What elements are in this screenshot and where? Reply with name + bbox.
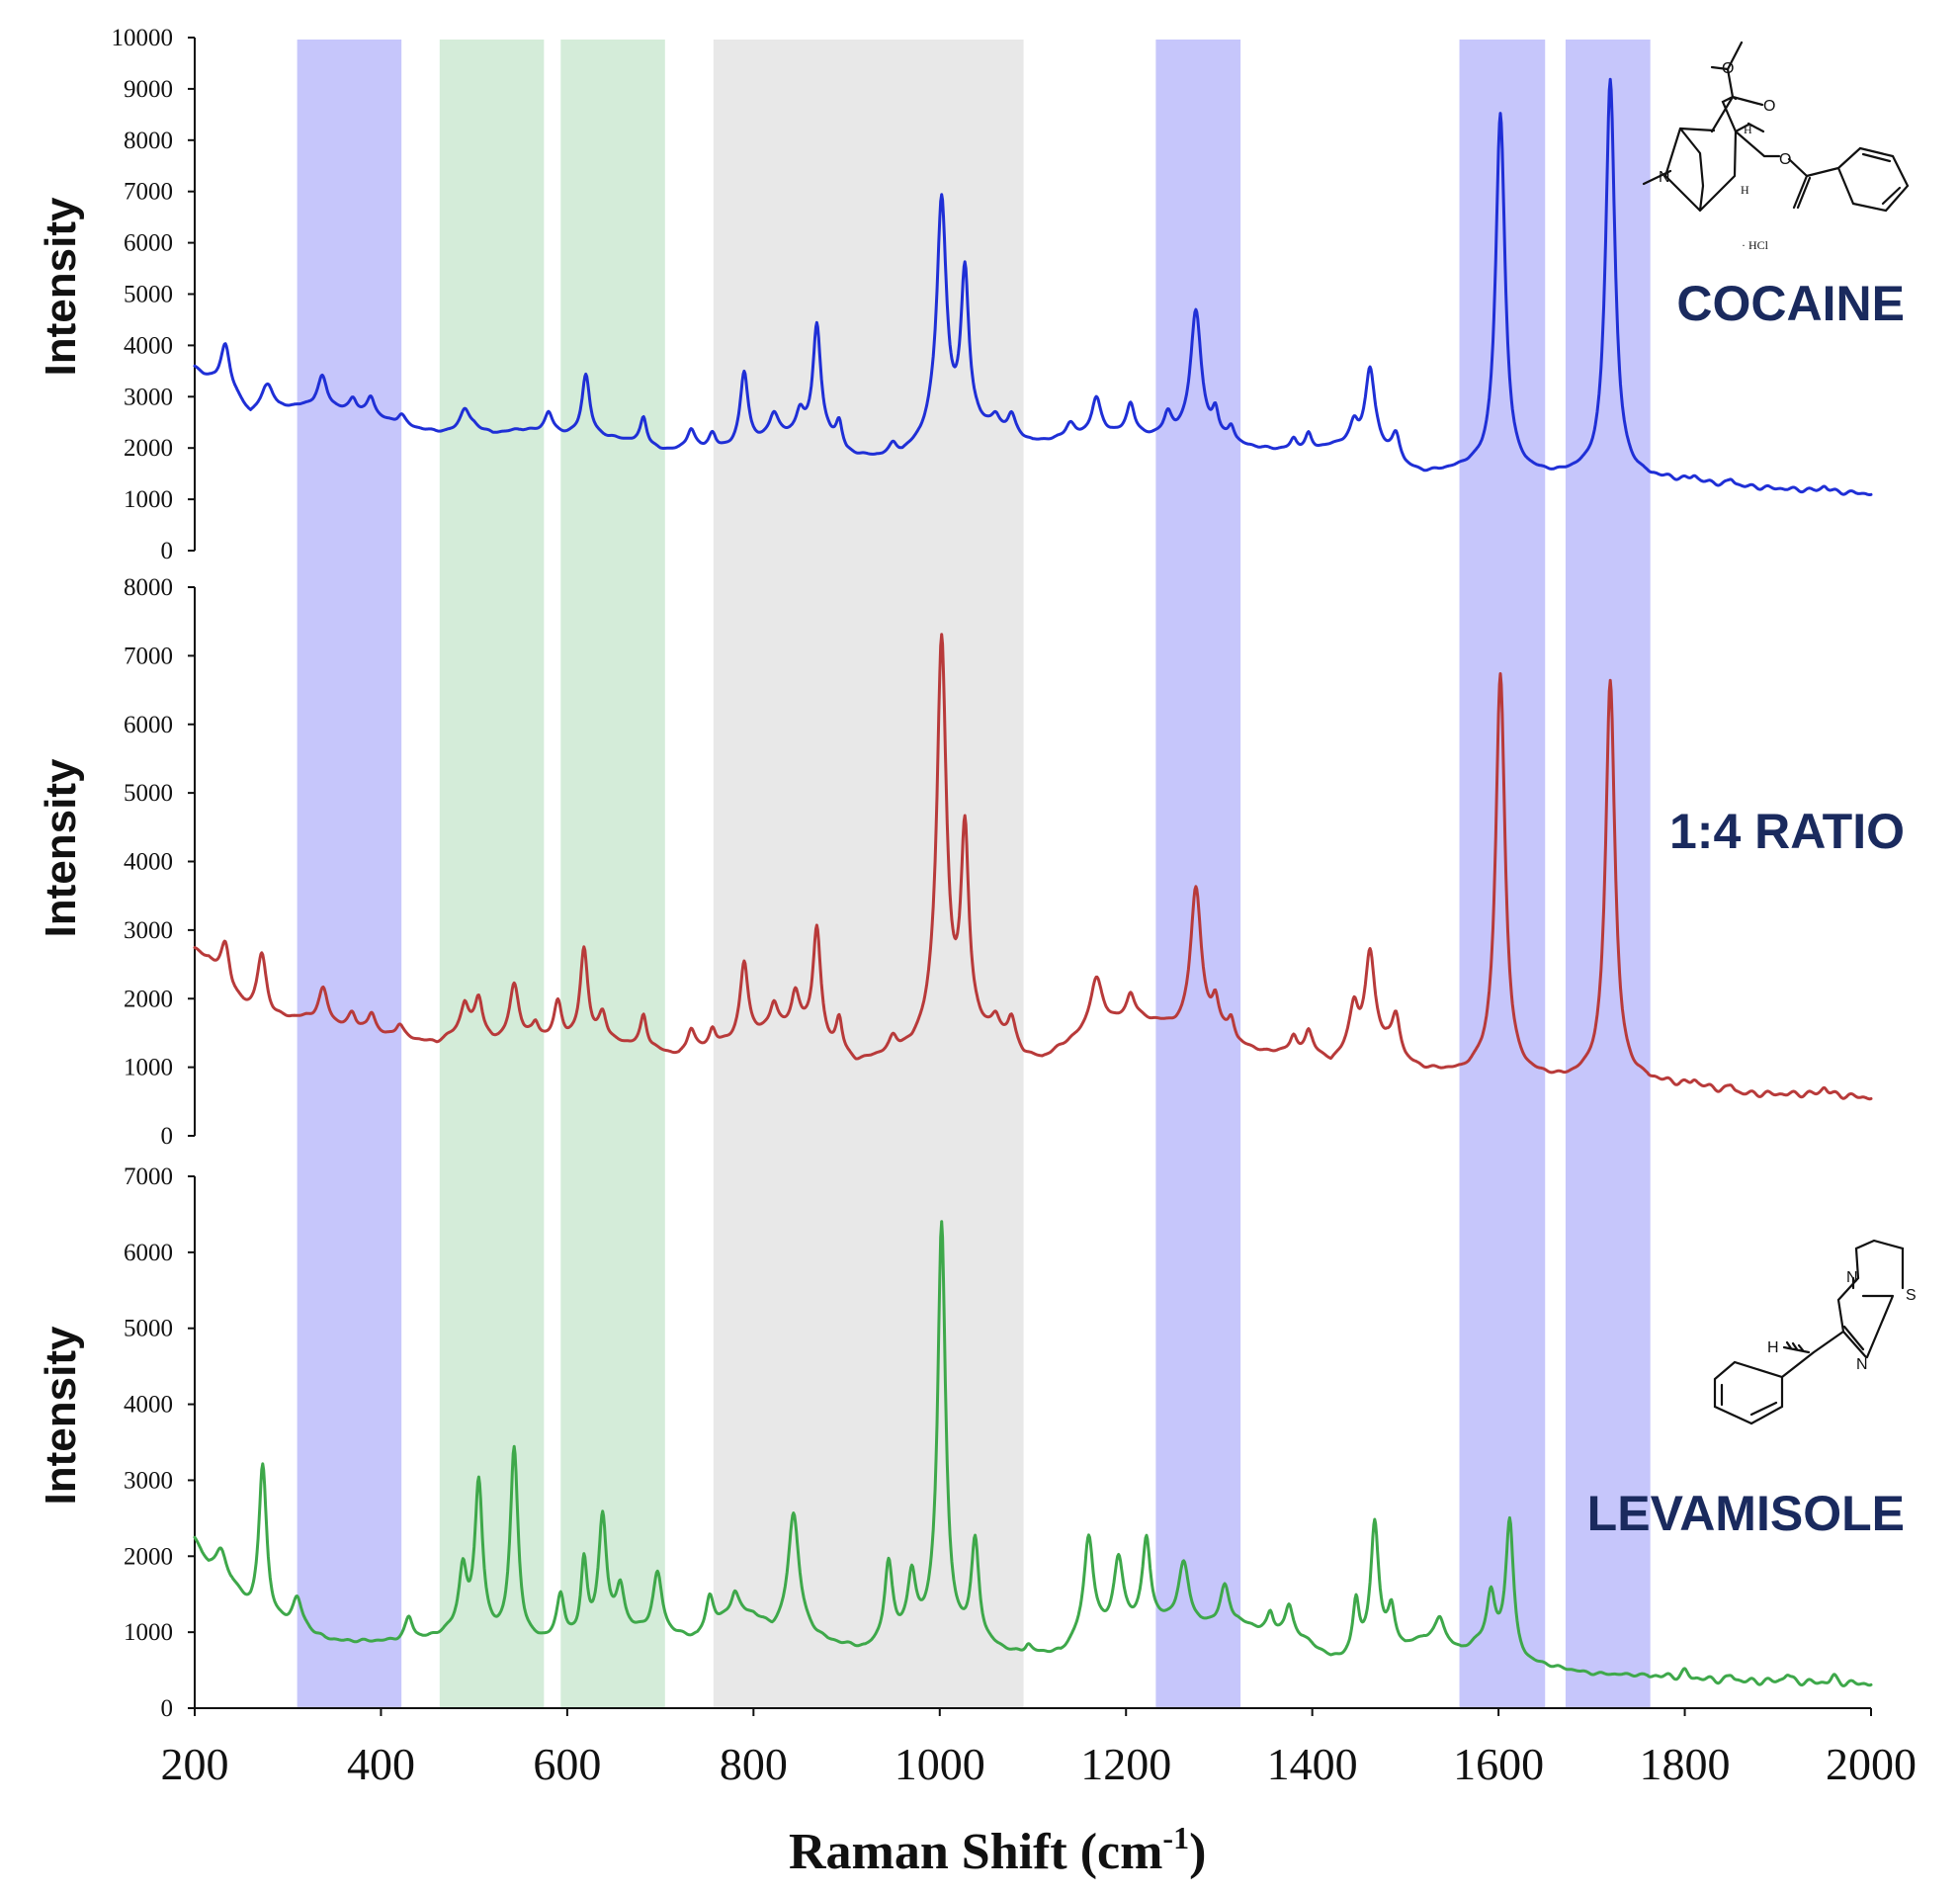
y-axis-label: Intensity <box>37 758 85 937</box>
y-axis-label: Intensity <box>37 1326 85 1505</box>
x-tick-label: 1000 <box>895 1739 985 1789</box>
x-tick-label: 800 <box>720 1739 788 1789</box>
x-axis-label: Raman Shift (cm-1) <box>789 1820 1206 1880</box>
y-tick-label: 4000 <box>124 849 173 876</box>
x-tick-label: 1200 <box>1080 1739 1171 1789</box>
panel-label: 1:4 RATIO <box>1669 804 1905 859</box>
y-tick-label: 0 <box>161 1123 174 1150</box>
panel-label: LEVAMISOLE <box>1587 1486 1905 1541</box>
y-tick-label: 0 <box>161 1695 174 1722</box>
y-tick-label: 8000 <box>124 574 173 601</box>
x-tick-label: 200 <box>161 1739 229 1789</box>
highlight-bands <box>297 40 1651 1708</box>
cocaine-salt-label: · HCl <box>1742 238 1769 252</box>
highlight-band-3 <box>560 40 665 1708</box>
y-tick-label: 1000 <box>124 486 173 513</box>
y-tick-label: 3000 <box>124 1467 173 1494</box>
y-tick-label: 6000 <box>124 230 173 257</box>
levamisole-n-bottom: N <box>1856 1356 1868 1373</box>
panel-label: COCAINE <box>1676 276 1905 331</box>
y-tick-label: 7000 <box>124 1163 173 1190</box>
x-tick-label: 1800 <box>1640 1739 1731 1789</box>
y-tick-label: 6000 <box>124 1240 173 1266</box>
y-tick-label: 4000 <box>124 1392 173 1419</box>
spectrum-line-cocaine <box>193 77 1873 496</box>
y-axis-label: Intensity <box>37 197 85 376</box>
levamisole-n-top: N <box>1846 1269 1858 1286</box>
highlight-band-1 <box>297 40 402 1708</box>
cocaine-structure: O O O N H H · HCl <box>1642 41 1910 252</box>
y-tick-label: 2000 <box>124 986 173 1012</box>
spectrum-line-levamisole <box>193 1220 1873 1687</box>
highlight-band-4 <box>713 40 1024 1708</box>
highlight-band-2 <box>439 40 545 1708</box>
y-tick-label: 2000 <box>124 1543 173 1570</box>
y-tick-label: 7000 <box>124 643 173 669</box>
highlight-band-5 <box>1155 40 1241 1708</box>
y-tick-label: 7000 <box>124 179 173 206</box>
y-tick-label: 3000 <box>124 917 173 944</box>
chart-panels: 0 1000 2000 3000 4000 5000 6000 7000 8000 9000 100… <box>37 25 1905 1722</box>
y-tick-label: 5000 <box>124 282 173 308</box>
cocaine-o-ether: O <box>1722 60 1734 77</box>
levamisole-h: H <box>1767 1339 1779 1356</box>
y-tick-label: 6000 <box>124 712 173 738</box>
spectrum-line-1-4-ratio <box>193 633 1873 1101</box>
y-tick-label: 10000 <box>112 25 174 51</box>
y-tick-label: 3000 <box>124 384 173 410</box>
panel-1: 0 1000 2000 3000 4000 5000 6000 7000 8000 9000 100… <box>37 25 1905 564</box>
highlight-band-7 <box>1565 40 1651 1708</box>
y-tick-label: 5000 <box>124 780 173 807</box>
panel-3: 0 1000 2000 3000 4000 5000 6000 7000 Intensity LE… <box>37 1163 1905 1722</box>
y-tick-label: 8000 <box>124 128 173 154</box>
y-tick-label: 5000 <box>124 1316 173 1342</box>
levamisole-s: S <box>1906 1287 1917 1304</box>
x-tick-label: 400 <box>347 1739 415 1789</box>
y-tick-label: 9000 <box>124 76 173 103</box>
y-tick-label: 1000 <box>124 1619 173 1646</box>
y-tick-label: 4000 <box>124 332 173 359</box>
cocaine-n: N <box>1659 169 1670 186</box>
x-tick-label: 1400 <box>1267 1739 1358 1789</box>
y-tick-label: 0 <box>161 538 174 564</box>
y-tick-label: 1000 <box>124 1055 173 1081</box>
x-axis: 200 400 600 800 1000 1200 1400 1600 1800 2000 <box>161 1707 1917 1789</box>
cocaine-o-carbonyl: O <box>1763 98 1775 115</box>
levamisole-structure: N N S H <box>1713 1239 1917 1425</box>
x-tick-label: 1600 <box>1453 1739 1544 1789</box>
cocaine-h-bottom: H <box>1741 183 1749 197</box>
x-tick-label: 600 <box>533 1739 601 1789</box>
x-tick-label: 2000 <box>1826 1739 1917 1789</box>
cocaine-o-ester: O <box>1779 151 1791 168</box>
y-tick-label: 2000 <box>124 435 173 462</box>
cocaine-h-top: H <box>1744 123 1752 136</box>
panel-2: 0 1000 2000 3000 4000 5000 6000 7000 8000 Intensi… <box>37 574 1905 1150</box>
highlight-band-6 <box>1459 40 1546 1708</box>
